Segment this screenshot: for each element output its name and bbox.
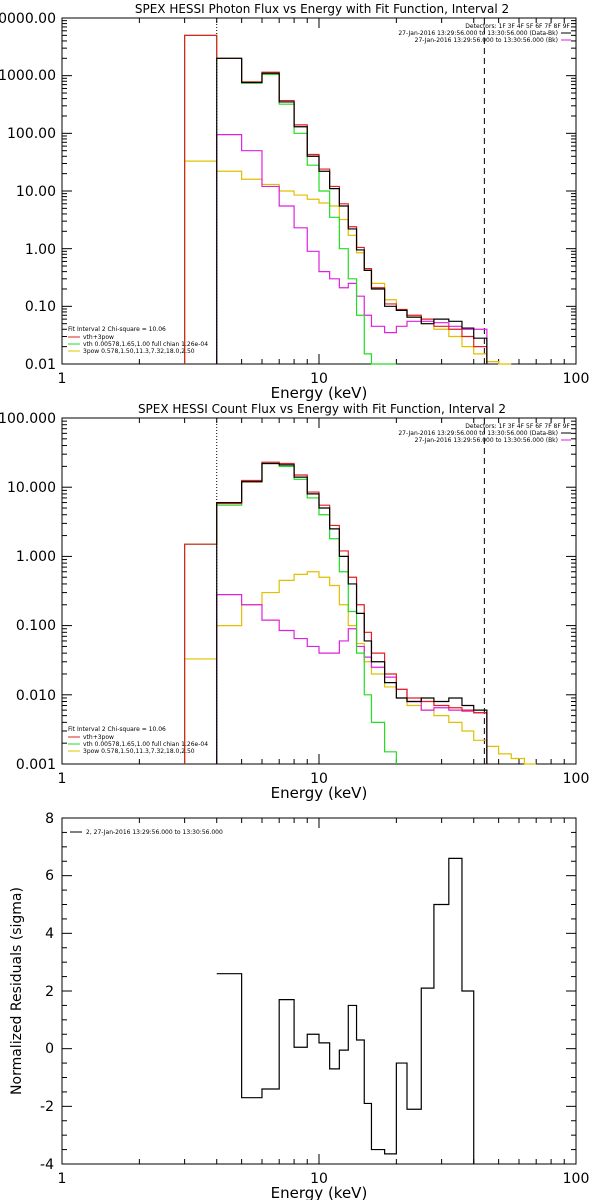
x-axis-label: Energy (keV) — [271, 384, 368, 402]
y-tick-label: 100.000 — [0, 411, 56, 427]
legend-entry: vth+3pow — [83, 734, 114, 741]
legend-entry: 3pow 0.578,1.50,11.3,7.32,18.0,2.50 — [83, 748, 195, 755]
y-tick-label: 8 — [45, 811, 54, 827]
series-line-model-4 — [216, 594, 488, 764]
x-tick-label: 100 — [563, 771, 590, 787]
x-tick-label: 1 — [58, 771, 67, 787]
y-axis-label: Normalized Residuals (sigma) — [9, 887, 25, 1095]
series-lines — [184, 34, 512, 365]
x-tick-label: 100 — [563, 371, 590, 387]
series-line-data — [216, 857, 475, 1164]
series-line-model-1 — [184, 461, 488, 764]
y-tick-label: 100.00 — [7, 126, 56, 142]
y-tick-label: -2 — [40, 1099, 54, 1115]
x-tick-label: 100 — [563, 1171, 590, 1187]
x-tick-label: 1 — [58, 371, 67, 387]
series-lines — [216, 857, 475, 1164]
legend-entry: 27-Jan-2016 13:29:56.000 to 13:30:56.000… — [415, 37, 558, 44]
x-axis-label: Energy (keV) — [271, 784, 368, 802]
x-tick-label: 10 — [310, 771, 328, 787]
y-tick-label: 0.01 — [25, 357, 56, 373]
y-tick-label: 0.010 — [16, 688, 56, 704]
legend-entry: 27-Jan-2016 13:29:56.000 to 13:30:56.000… — [398, 430, 558, 437]
plot-frame — [61, 417, 577, 765]
series-line-data — [216, 462, 488, 764]
series-line-data — [216, 57, 488, 364]
y-tick-label: 0.10 — [25, 299, 56, 315]
y-tick-label: 1.000 — [16, 549, 56, 565]
axis-ticks — [61, 417, 577, 765]
x-tick-label: 1 — [58, 1171, 67, 1187]
axis-ticks — [61, 17, 577, 365]
range-markers — [216, 418, 485, 764]
x-tick-label: 10 — [310, 371, 328, 387]
count-flux-panel: SPEX HESSI Count Flux vs Energy with Fit… — [0, 402, 589, 802]
y-tick-label: 2 — [45, 984, 54, 1000]
legend-entry: Detectors: 1F 3F 4F 5F 6F 7F 8F 9F — [465, 23, 570, 30]
range-markers — [216, 18, 485, 364]
plot-frame — [61, 817, 577, 1165]
residuals-panel: 1 10 100 -4 -2 0 2 4 6 8 Energy (keV) No… — [9, 811, 590, 1202]
y-tick-label: 0.001 — [16, 757, 56, 773]
y-tick-label: 10.000 — [7, 480, 56, 496]
legend-entry: 3pow 0.578,1.50,11.3,7.32,18.0,2.50 — [83, 348, 195, 355]
legend-entry: 27-Jan-2016 13:29:56.000 to 13:30:56.000… — [398, 30, 558, 37]
legend-entry: Detectors: 1F 3F 4F 5F 6F 7F 8F 9F — [465, 423, 570, 430]
chart-title: SPEX HESSI Count Flux vs Energy with Fit… — [138, 402, 506, 416]
legend-entry: 27-Jan-2016 13:29:56.000 to 13:30:56.000… — [415, 437, 558, 444]
series-line-model-1 — [184, 34, 488, 364]
series-lines — [184, 461, 537, 765]
y-tick-label: 1000.00 — [0, 68, 56, 84]
series-line-model-3 — [184, 571, 537, 765]
y-tick-label: 10000.00 — [0, 11, 56, 27]
legend-entry: vth 0.00578,1.65,1.00 full chian 1.26e-0… — [83, 341, 208, 348]
photon-flux-panel: SPEX HESSI Photon Flux vs Energy with Fi… — [0, 2, 589, 402]
legend-entry: Fit Interval 2 Chi-square = 10.06 — [68, 326, 166, 333]
y-tick-label: 4 — [45, 926, 54, 942]
y-tick-label: 1.00 — [25, 242, 56, 258]
x-tick-label: 10 — [310, 1171, 328, 1187]
y-tick-label: 10.00 — [16, 184, 56, 200]
legend-entry: vth+3pow — [83, 334, 114, 341]
y-tick-label: 0.100 — [16, 618, 56, 634]
x-axis-label: Energy (keV) — [271, 1184, 368, 1200]
legend-entry: 2, 27-Jan-2016 13:29:56.000 to 13:30:56.… — [86, 829, 223, 836]
legend-entry: vth 0.00578,1.65,1.00 full chian 1.26e-0… — [83, 741, 208, 748]
y-tick-label: 6 — [45, 868, 54, 884]
y-tick-label: -4 — [40, 1157, 54, 1173]
axis-ticks — [61, 817, 577, 1165]
y-tick-label: 0 — [45, 1041, 54, 1057]
legend-entry: Fit Interval 2 Chi-square = 10.06 — [68, 726, 166, 733]
chart-title: SPEX HESSI Photon Flux vs Energy with Fi… — [135, 2, 509, 16]
